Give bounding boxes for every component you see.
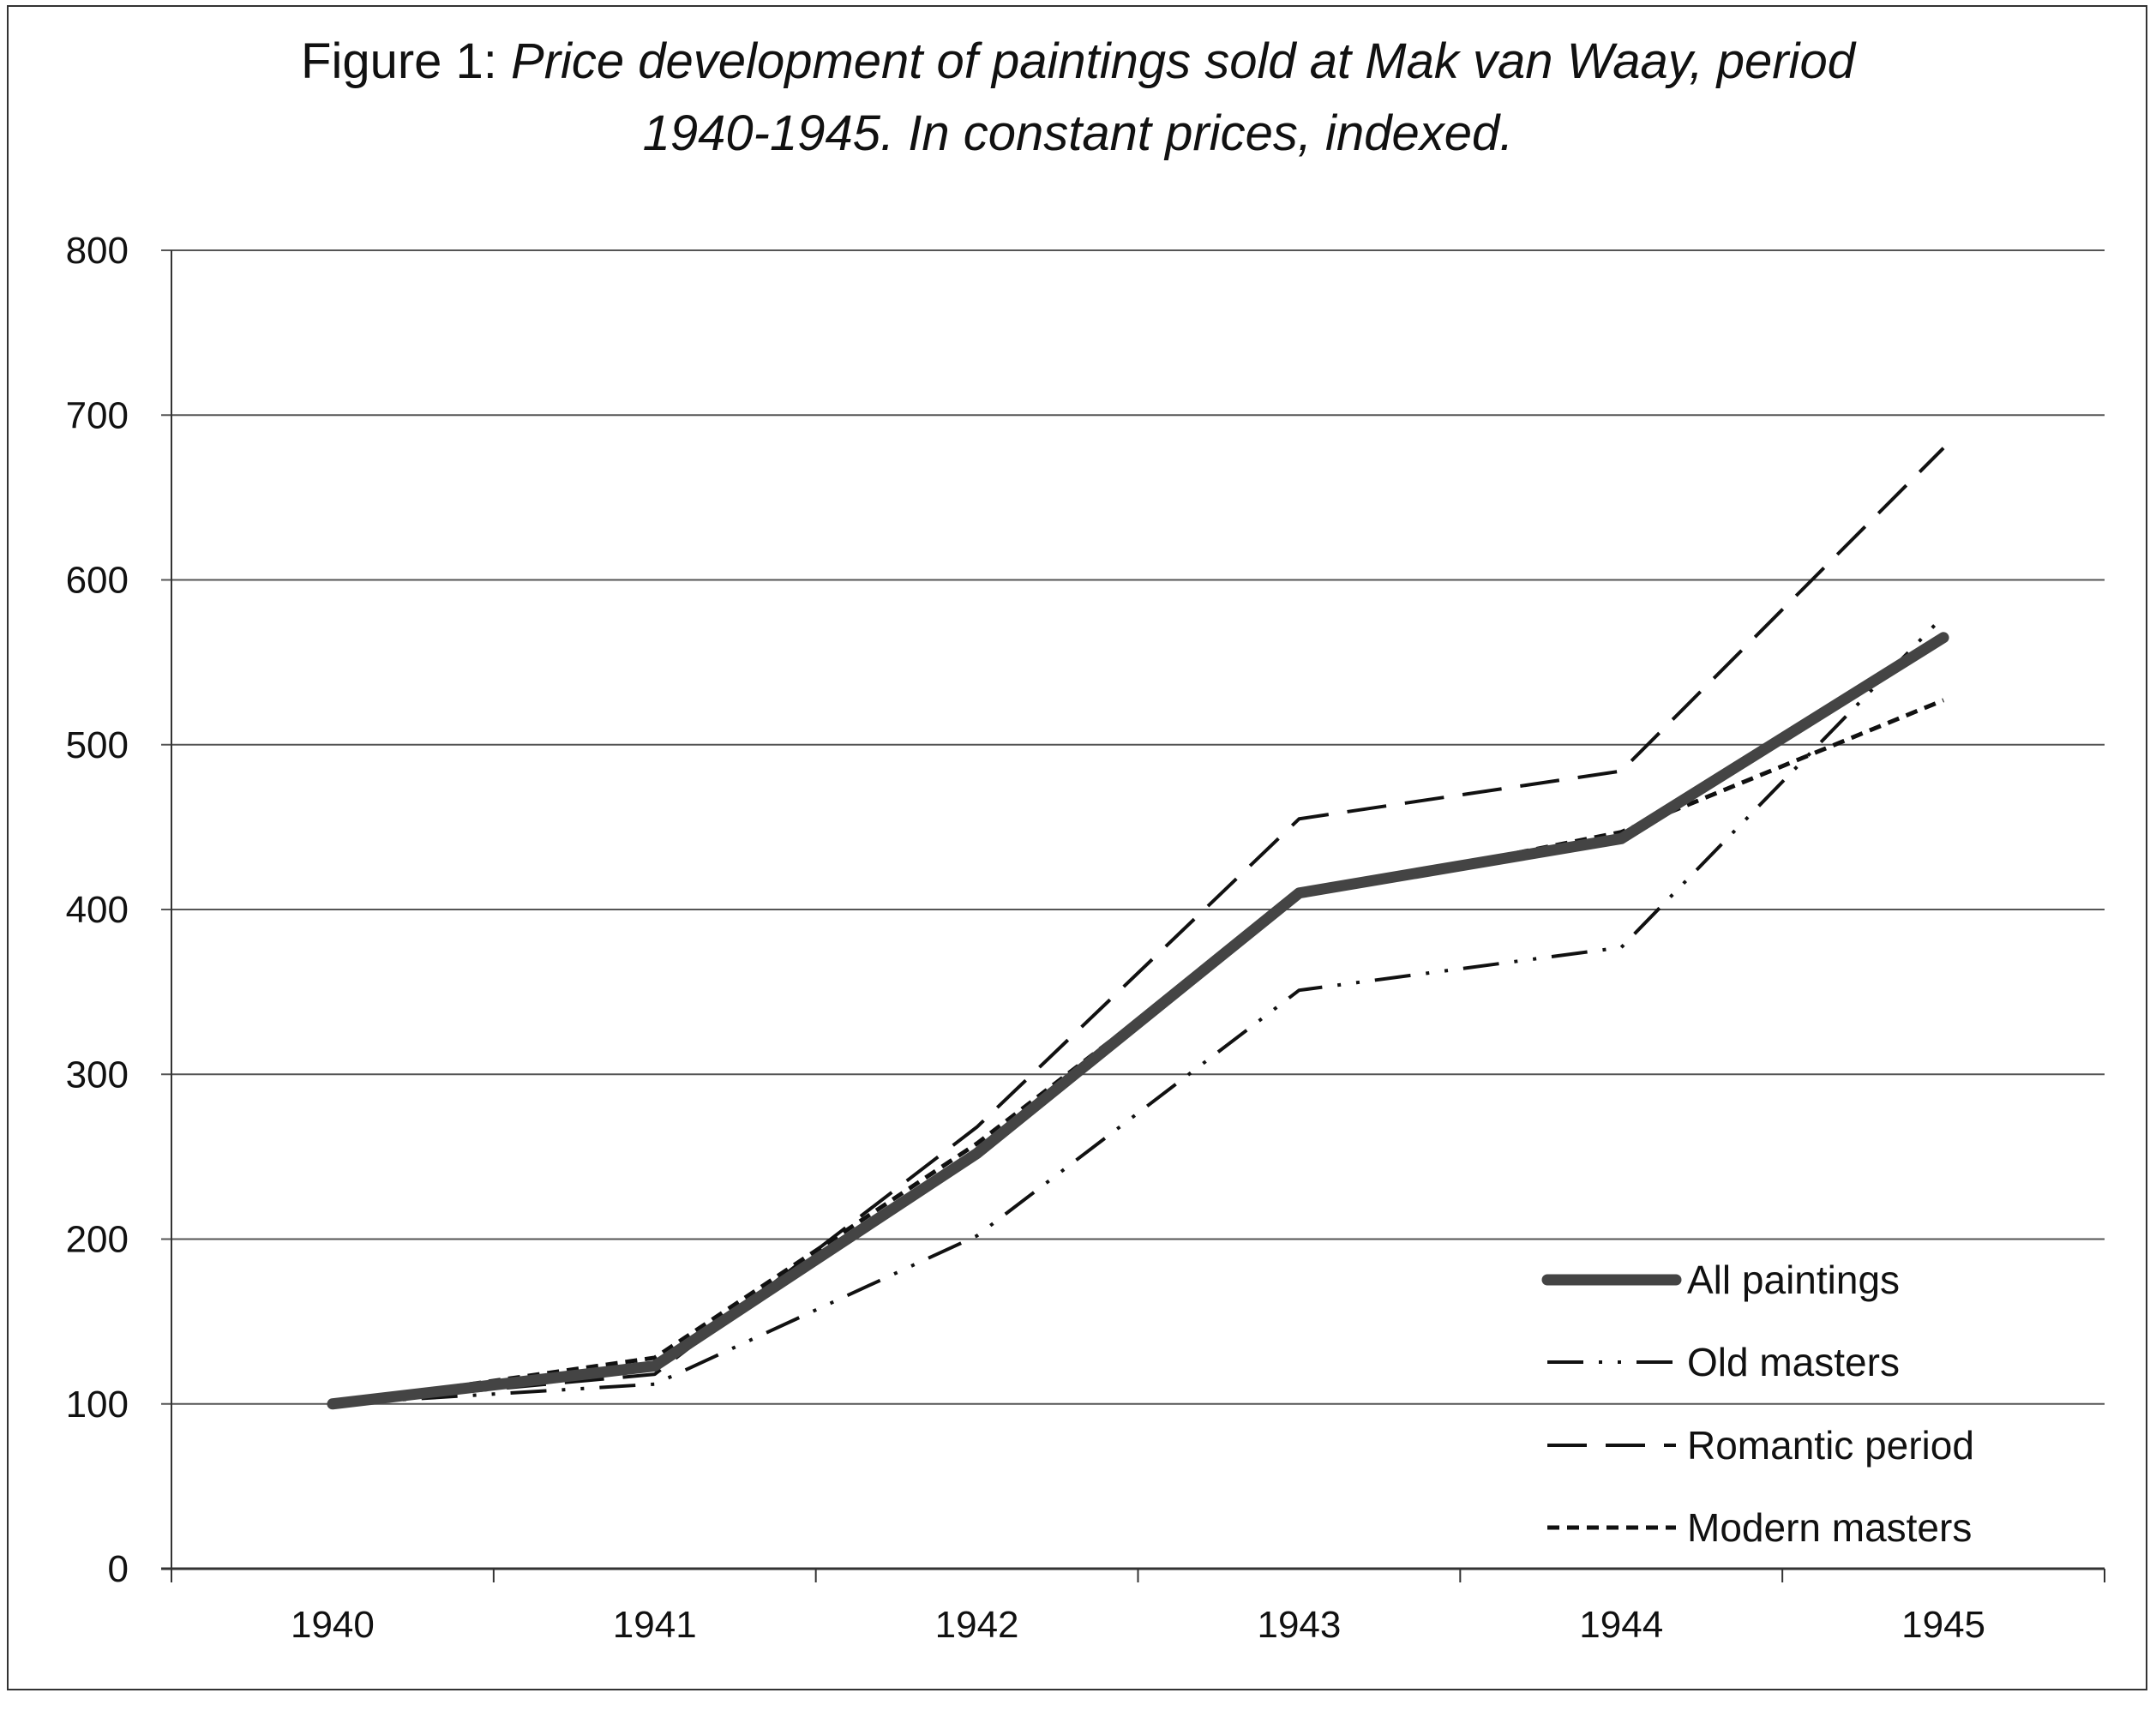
chart-title-prefix: Figure 1: (301, 33, 497, 89)
y-tick-label: 300 (66, 1054, 129, 1096)
legend-label: All paintings (1687, 1258, 1900, 1302)
series-line-romantic-period (332, 447, 1945, 1406)
x-tick-label: 1942 (935, 1604, 1019, 1646)
y-tick-label: 700 (66, 394, 129, 436)
y-tick-label: 600 (66, 560, 129, 602)
x-axis-ticks: 1940 1941 1942 1943 1944 1945 (171, 1569, 2105, 1646)
y-tick-label: 400 (66, 889, 129, 931)
series-line-old-masters (332, 615, 1945, 1406)
x-tick-label: 1940 (291, 1604, 375, 1646)
y-tick-label: 500 (66, 724, 129, 766)
y-tick-label: 800 (66, 230, 129, 272)
series-line-all-paintings (327, 632, 1949, 1410)
chart-title-italic-1: Price development of paintings sold at M… (511, 33, 1855, 89)
x-tick-label: 1945 (1901, 1604, 1985, 1646)
chart-title-line-2: 1940-1945. In constant prices, indexed. (642, 105, 1514, 161)
chart-title-line-1: Figure 1: Price development of paintings… (0, 26, 2156, 98)
chart-title: Figure 1: Price development of paintings… (0, 26, 2156, 170)
y-tick-label: 100 (66, 1384, 129, 1426)
axes (161, 250, 2105, 1581)
gridlines (161, 249, 2105, 1405)
x-tick-label: 1944 (1579, 1604, 1663, 1646)
x-tick-label: 1941 (613, 1604, 697, 1646)
legend-label: Old masters (1687, 1340, 1900, 1384)
y-tick-label: 0 (108, 1548, 129, 1590)
legend: All paintings Old masters Romantic period M… (1541, 1258, 1974, 1550)
y-tick-label: 200 (66, 1219, 129, 1261)
legend-label: Romantic period (1687, 1423, 1974, 1468)
series-lines (327, 447, 1949, 1410)
x-tick-label: 1943 (1257, 1604, 1341, 1646)
chart-frame (7, 5, 2147, 1690)
y-axis-ticks: 0 100 200 300 400 500 600 700 800 (66, 230, 129, 1590)
legend-label: Modern masters (1687, 1505, 1972, 1550)
